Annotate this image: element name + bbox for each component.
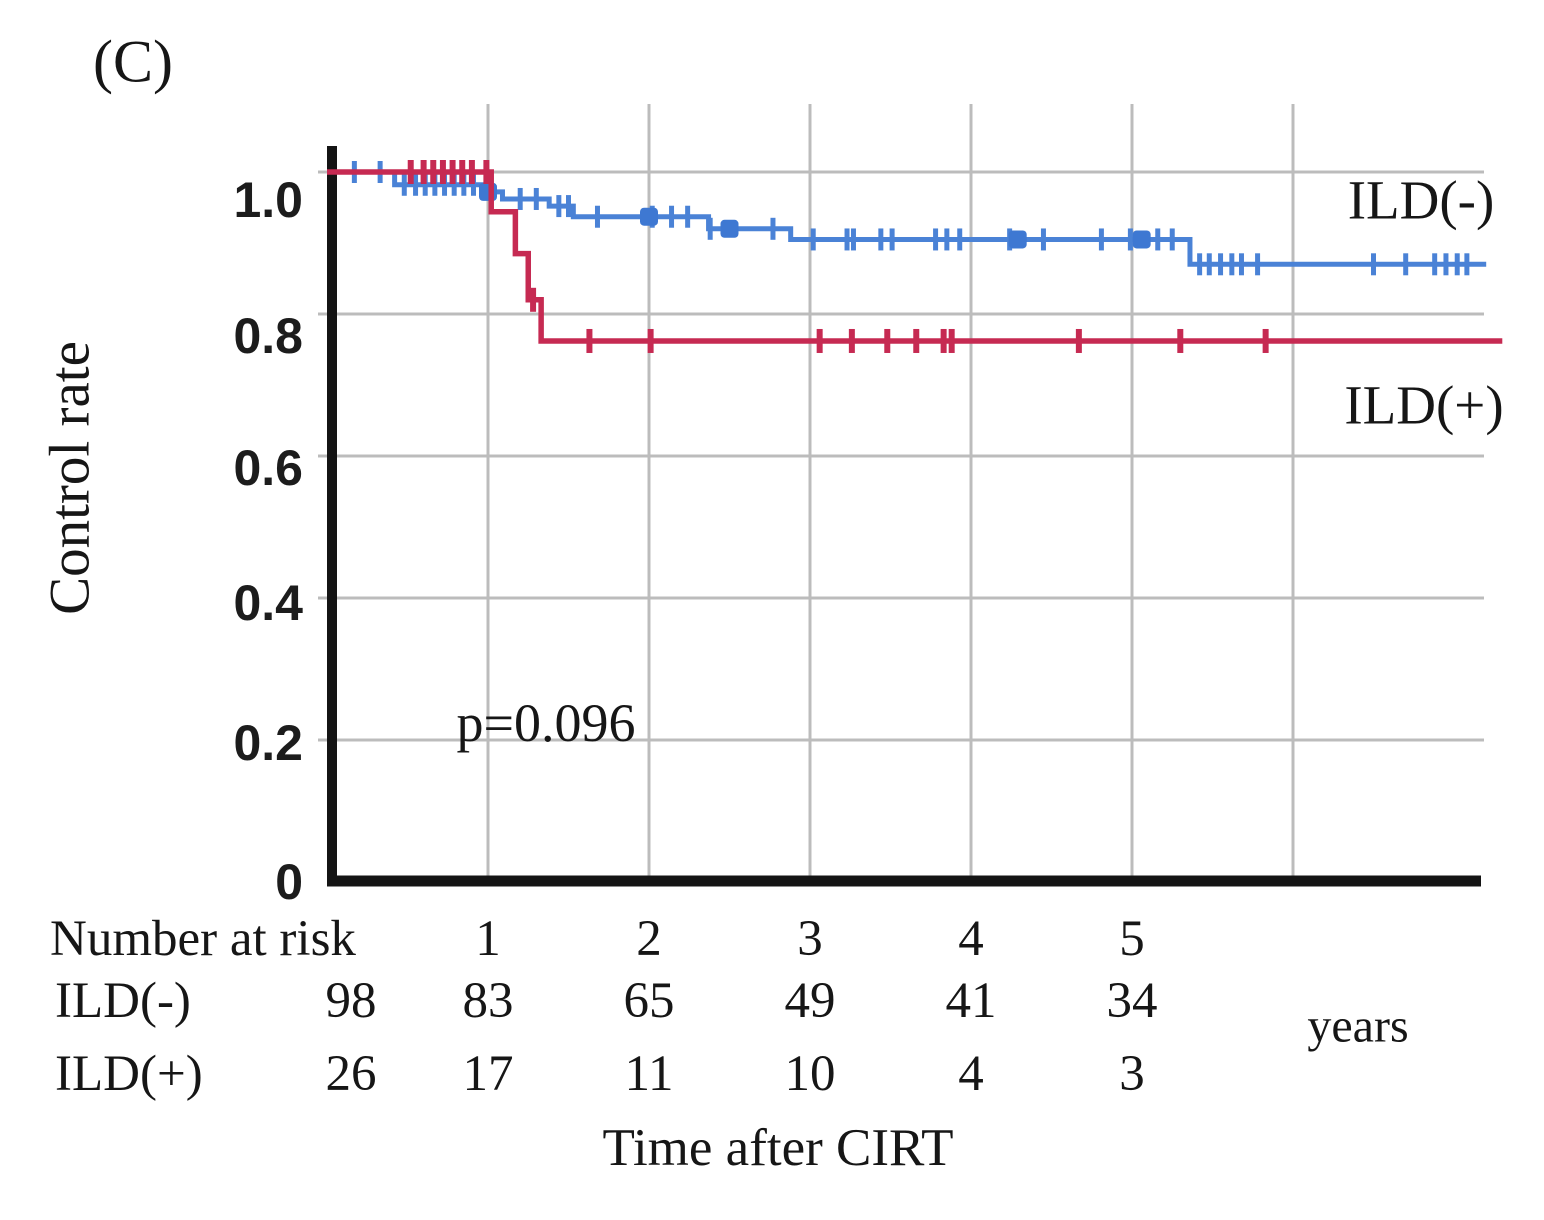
y-tick-label: 0.2	[233, 715, 303, 771]
risk-count: 34	[1106, 973, 1158, 1029]
y-tick-label: 0.6	[233, 440, 303, 496]
y-tick-label: 0.8	[233, 308, 303, 364]
risk-count: 17	[462, 1046, 514, 1102]
y-tick-label: 0	[275, 854, 303, 910]
risk-count: 11	[624, 1046, 674, 1102]
x-axis-unit-label: years	[1307, 999, 1409, 1053]
risk-count: 83	[462, 973, 514, 1029]
y-tick-label: 0.4	[233, 575, 303, 631]
y-tick-label: 1.0	[233, 172, 303, 228]
panel-label: (C)	[93, 28, 173, 95]
x-tick-label: 4	[958, 911, 984, 967]
x-tick-label: 2	[636, 911, 662, 967]
x-tick-label: 1	[475, 911, 501, 967]
risk-count: 49	[784, 973, 836, 1029]
risk-row-label-ild-positive: ILD(+)	[55, 1046, 203, 1102]
censor-square-ild-neg	[479, 182, 497, 201]
censor-square-ild-neg	[640, 207, 658, 226]
km-curve-ild-neg	[327, 169, 1487, 267]
censor-square-ild-neg	[1008, 230, 1027, 249]
censor-square-ild-neg	[1132, 230, 1151, 249]
risk-count: 41	[945, 973, 997, 1029]
curve-label-ild-negative: ILD(-)	[1347, 169, 1495, 231]
x-axis-title: Time after CIRT	[602, 1119, 954, 1177]
risk-row-label-ild-negative: ILD(-)	[55, 973, 191, 1029]
censor-square-ild-neg	[720, 219, 739, 238]
risk-table-title: Number at risk	[50, 911, 356, 967]
risk-count: 26	[325, 1046, 377, 1102]
risk-count: 4	[958, 1046, 984, 1102]
risk-count: 98	[325, 973, 377, 1029]
x-tick-label: 5	[1119, 911, 1145, 967]
y-axis-title: Control rate	[38, 341, 102, 615]
risk-count: 65	[623, 973, 675, 1029]
km-curve-ild-pos	[327, 169, 1503, 344]
x-tick-label: 3	[797, 911, 823, 967]
risk-count: 3	[1119, 1046, 1145, 1102]
p-value-annotation: p=0.096	[456, 693, 636, 753]
risk-count: 10	[784, 1046, 836, 1102]
curve-label-ild-positive: ILD(+)	[1344, 374, 1504, 436]
